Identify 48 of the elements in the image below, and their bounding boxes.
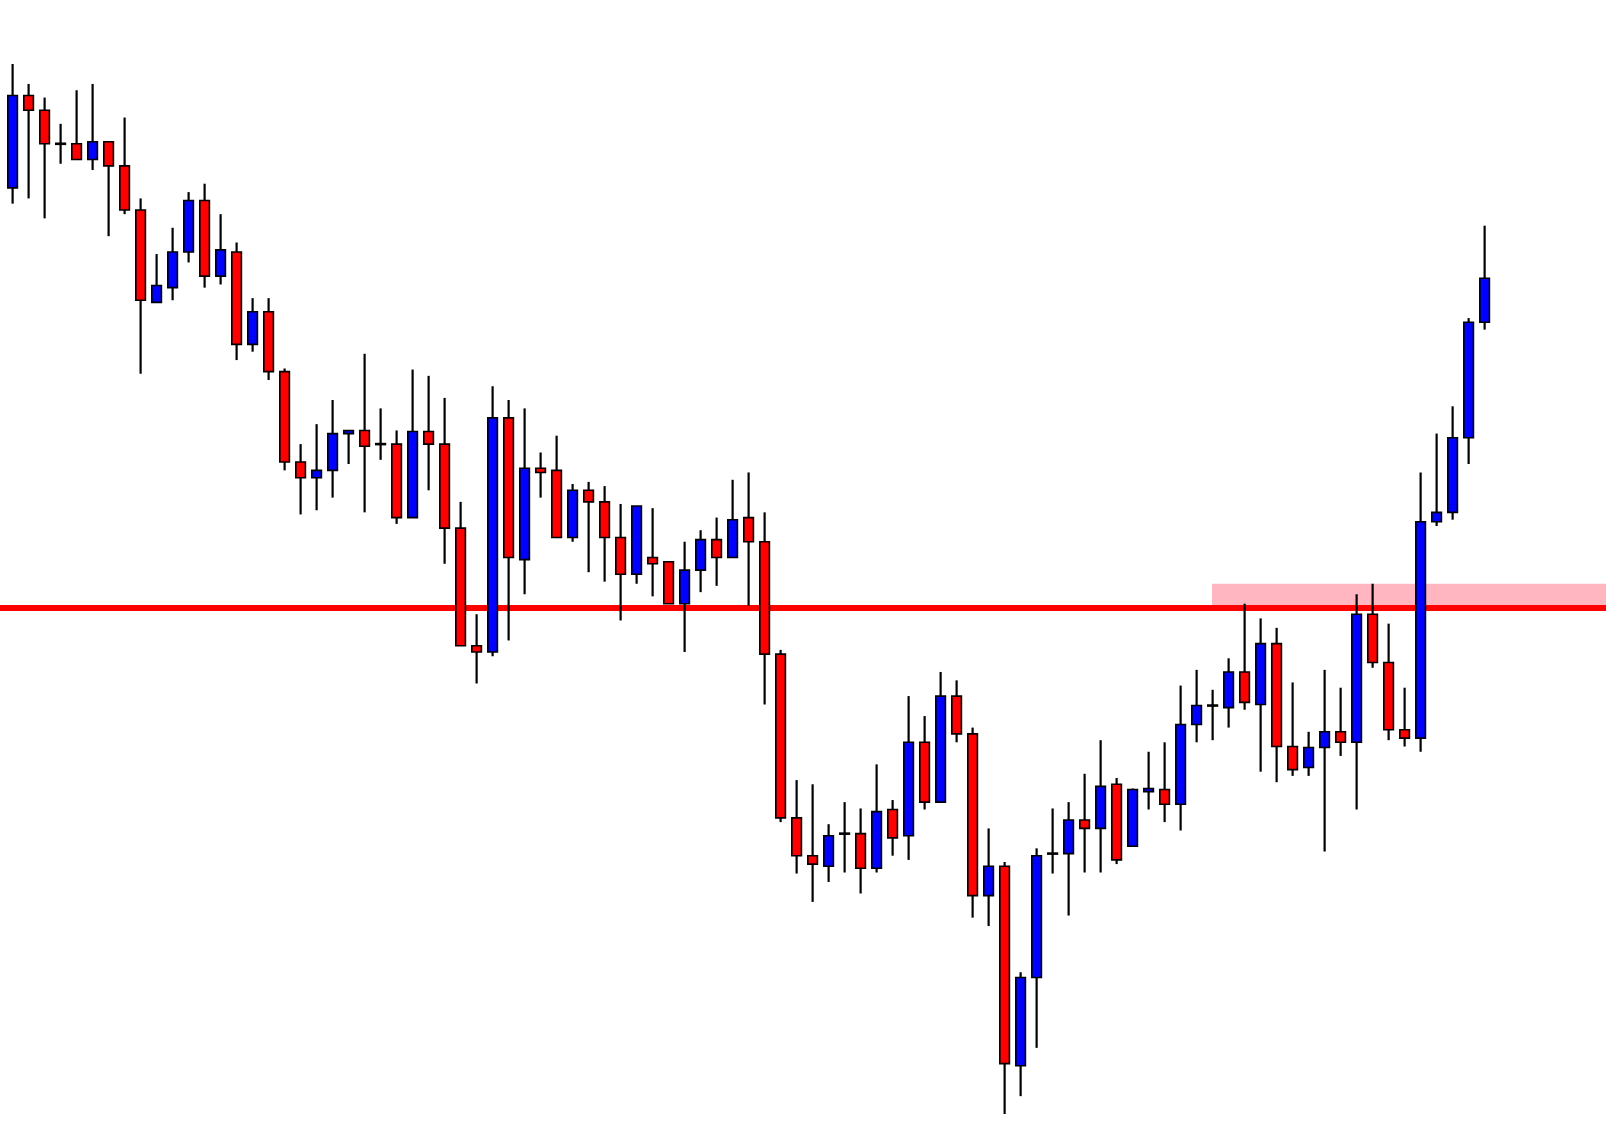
candlestick <box>295 443 307 516</box>
candlestick <box>1287 681 1299 777</box>
candlestick <box>951 679 963 744</box>
candlestick <box>359 352 371 514</box>
candlestick <box>1479 224 1491 331</box>
candlestick <box>1191 668 1203 744</box>
candlestick <box>887 798 899 857</box>
candlestick <box>215 213 227 286</box>
candlestick <box>1205 688 1220 742</box>
candlestick <box>1063 801 1075 917</box>
candlestick <box>1399 686 1411 748</box>
candlestick <box>807 783 819 903</box>
candlestick <box>679 540 691 654</box>
candlestick <box>855 807 867 895</box>
candlestick <box>423 374 435 492</box>
candlestick <box>1095 739 1107 874</box>
candlestick <box>39 96 51 220</box>
candlestick <box>583 480 595 574</box>
candlestick <box>1335 686 1347 758</box>
candlestick <box>71 89 83 161</box>
candlestick <box>247 297 259 353</box>
candlestick <box>311 423 323 512</box>
candlestick <box>1079 772 1091 874</box>
candlestick <box>1319 668 1331 853</box>
candlestick <box>727 478 739 559</box>
candlestick <box>1431 432 1443 528</box>
candlestick <box>567 482 579 543</box>
candlestick <box>87 82 99 172</box>
candlestick <box>1159 741 1171 824</box>
candlestick <box>103 140 115 238</box>
candlestick <box>837 801 852 874</box>
candlestick <box>695 529 707 594</box>
candlestick <box>1223 657 1235 729</box>
candlestick <box>791 779 803 875</box>
candlestick <box>823 823 835 884</box>
candlestick <box>1045 807 1060 875</box>
candlestick <box>711 516 723 587</box>
candlestick <box>327 398 339 499</box>
candlestick <box>535 451 547 499</box>
candlestick <box>151 252 163 304</box>
candlestick <box>647 507 659 598</box>
candlestick <box>983 827 995 928</box>
candlestick <box>167 226 179 302</box>
candlestick <box>1303 730 1315 777</box>
candlestick <box>119 116 131 216</box>
candlestick <box>23 82 35 200</box>
candlestick <box>53 122 68 165</box>
candlestick <box>599 485 611 583</box>
